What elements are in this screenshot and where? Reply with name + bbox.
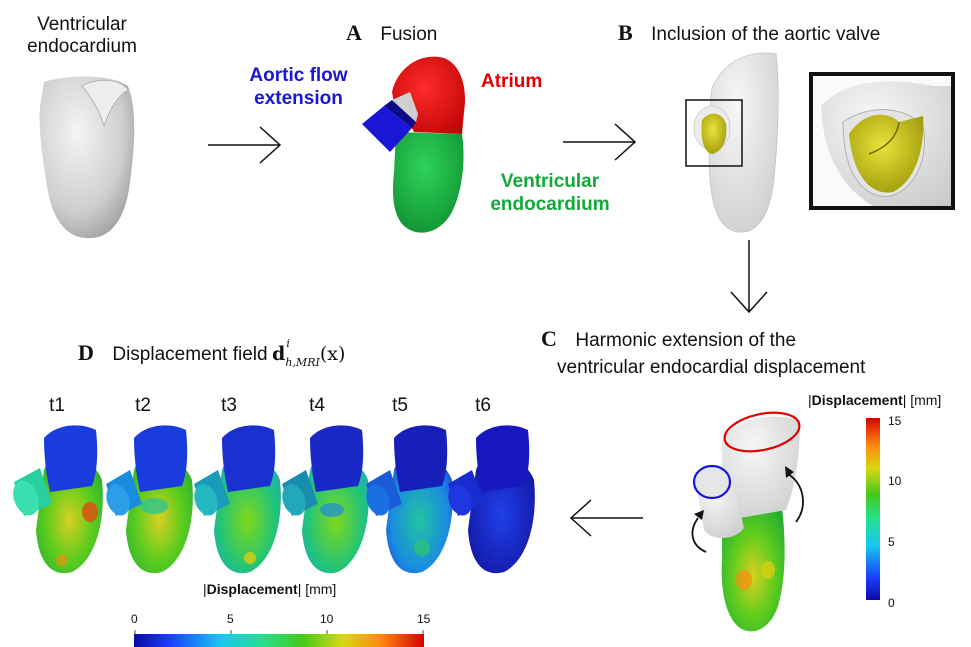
cb-c-tick-15: 15 <box>888 414 902 428</box>
colorbar-c-title: |Displacement| [mm] <box>808 392 942 408</box>
ventricular-label-line1: Ventricular <box>37 14 127 35</box>
cb-d-tick-5: 5 <box>227 612 234 626</box>
heart-t3 <box>194 425 281 574</box>
colorbar-vertical <box>866 418 880 600</box>
heart-t6 <box>448 425 535 574</box>
cb-c-tick-10: 10 <box>888 474 902 488</box>
timepoint-t6: t6 <box>475 395 491 416</box>
timepoint-t2: t2 <box>135 395 151 416</box>
cb-d-tick-0: 0 <box>131 612 138 626</box>
colorbar-d-title: |Displacement| [mm] <box>203 581 337 597</box>
ventricular-label-line2: endocardium <box>27 36 137 57</box>
arrow-right-icon <box>208 126 282 164</box>
endo-label-line2: endocardium <box>490 194 610 215</box>
valve-leaflet-shape <box>849 114 924 193</box>
timepoint-t4: t4 <box>309 395 325 416</box>
cb-d-tick-15: 15 <box>417 612 431 626</box>
heart-t4 <box>282 425 369 574</box>
panel-c-title-line1: Harmonic extension of the <box>575 330 797 351</box>
endo-label-line1: Ventricular <box>500 171 600 192</box>
atrium-label: Atrium <box>481 71 543 92</box>
aortic-blue-extension <box>362 106 412 152</box>
harmonic-extension-model <box>691 411 804 632</box>
colorbar-horizontal <box>134 630 424 647</box>
timepoint-t5: t5 <box>392 395 408 416</box>
heart-t1 <box>13 425 103 574</box>
panel-d-title: D Displacement field d i h,MRI(x) <box>78 337 346 369</box>
cb-c-tick-5: 5 <box>888 535 895 549</box>
panel-c-letter: C <box>541 326 557 351</box>
arrow-right-icon-2 <box>563 123 637 161</box>
fusion-heart-model <box>362 56 466 233</box>
panel-a-letter: A <box>346 20 362 45</box>
endocardium-green-region <box>393 132 464 233</box>
aortic-valve-mesh <box>685 52 779 233</box>
panel-b-letter: B <box>618 20 633 45</box>
aortic-flow-label-line2: extension <box>254 88 343 109</box>
panel-c-title-line2: ventricular endocardial displacement <box>557 357 866 378</box>
cb-c-tick-0: 0 <box>888 596 895 610</box>
heart-t5 <box>366 425 453 574</box>
arrow-left-icon <box>569 499 643 537</box>
panel-b-title: Inclusion of the aortic valve <box>651 24 881 45</box>
timepoint-t3: t3 <box>221 395 237 416</box>
timepoint-t1: t1 <box>49 395 65 416</box>
heart-t2 <box>106 425 193 574</box>
valve-zoom-inset <box>809 72 955 210</box>
aortic-flow-label-line1: Aortic flow <box>249 65 348 86</box>
arrow-down-icon <box>730 240 768 314</box>
panel-a-title: Fusion <box>380 24 438 45</box>
ventricular-endocardium-mesh <box>39 76 135 239</box>
cb-d-tick-10: 10 <box>320 612 334 626</box>
